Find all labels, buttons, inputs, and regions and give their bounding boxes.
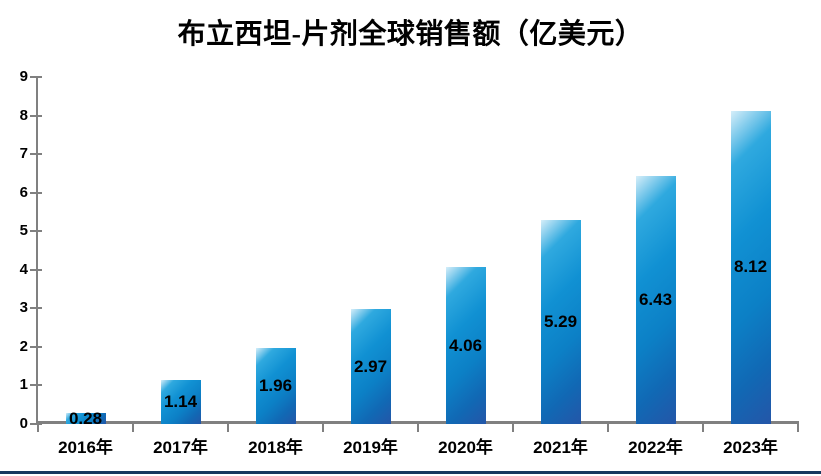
bottom-border <box>0 471 821 474</box>
y-axis-tick <box>30 230 42 233</box>
bar <box>730 110 771 424</box>
bar <box>65 413 106 424</box>
y-tick-label: 6 <box>19 183 28 201</box>
bar-value-label: 5.29 <box>543 312 578 332</box>
bar-value-label: 1.96 <box>258 376 293 396</box>
chart-title: 布立西坦-片剂全球销售额（亿美元） <box>177 19 644 50</box>
x-axis-label: 2022年 <box>628 438 683 457</box>
x-axis-label: 2016年 <box>58 438 113 457</box>
y-axis-tick <box>30 307 42 310</box>
y-axis-tick <box>30 345 42 348</box>
x-axis-tick <box>37 423 39 432</box>
y-axis-tick <box>30 191 42 194</box>
x-axis-label: 2018年 <box>248 438 303 457</box>
x-axis-tick <box>702 423 704 432</box>
y-tick-label: 8 <box>19 106 28 124</box>
bar-value-label: 8.12 <box>733 257 768 277</box>
x-axis-tick <box>417 423 419 432</box>
bar-value-label: 4.06 <box>448 335 483 355</box>
x-axis-label: 2020年 <box>438 438 493 457</box>
bar <box>350 309 391 424</box>
y-axis-tick <box>30 268 42 271</box>
y-tick-label: 9 <box>19 68 28 85</box>
x-axis-tick <box>227 423 229 432</box>
bar <box>255 348 296 424</box>
y-tick-label: 5 <box>19 222 28 240</box>
y-axis-tick <box>30 76 42 78</box>
bar-value-label: 1.14 <box>163 392 198 412</box>
x-axis-label: 2017年 <box>153 438 208 457</box>
x-axis-label: 2021年 <box>533 438 588 457</box>
x-axis-tick <box>607 423 609 432</box>
bar <box>160 380 201 424</box>
bar-value-label: 0.28 <box>68 408 103 428</box>
x-axis-tick <box>512 423 514 432</box>
y-tick-label: 4 <box>19 260 28 278</box>
bar <box>540 220 581 424</box>
x-axis <box>36 421 799 424</box>
x-axis-label: 2023年 <box>723 438 778 457</box>
y-axis <box>36 76 38 425</box>
y-axis-tick <box>30 384 42 387</box>
bar <box>445 267 486 424</box>
y-axis-tick <box>30 153 42 156</box>
y-axis-tick <box>30 114 42 117</box>
y-tick-label: 0 <box>19 415 28 432</box>
x-axis-label: 2019年 <box>343 438 398 457</box>
y-tick-label: 1 <box>19 376 28 394</box>
bar-value-label: 6.43 <box>638 290 673 310</box>
bar <box>635 176 676 424</box>
y-tick-label: 7 <box>19 145 28 163</box>
x-axis-tick <box>797 423 799 432</box>
y-axis-tick <box>30 423 42 425</box>
bar-value-label: 2.97 <box>353 356 388 376</box>
x-axis-tick <box>322 423 324 432</box>
y-tick-label: 3 <box>19 299 28 317</box>
x-axis-tick <box>132 423 134 432</box>
y-tick-label: 2 <box>19 337 28 355</box>
